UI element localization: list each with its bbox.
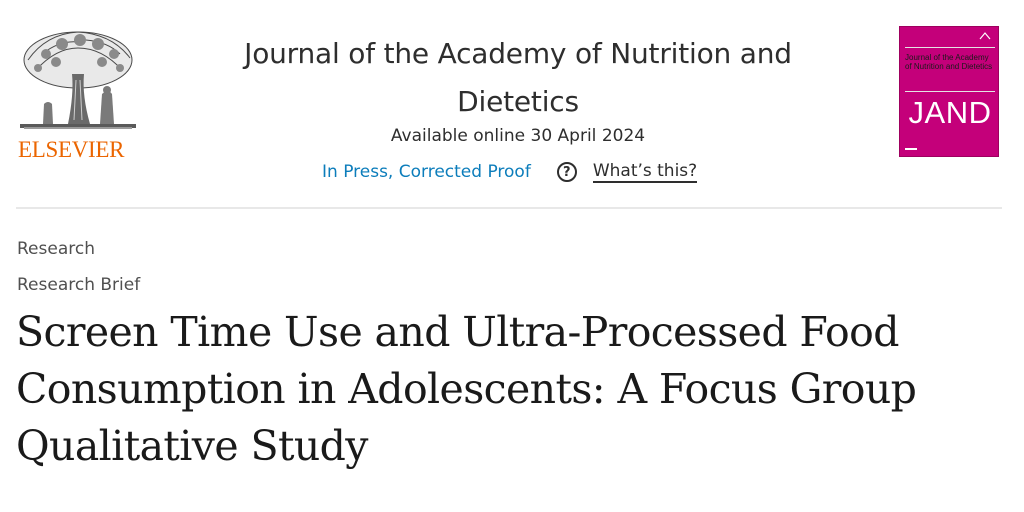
article-status-row: In Press, Corrected Proof ? What’s this?: [322, 158, 698, 186]
in-press-link[interactable]: In Press, Corrected Proof: [322, 162, 531, 182]
cover-abbreviation: JAND: [908, 95, 992, 130]
cover-rule-top: [905, 47, 995, 48]
question-mark-icon[interactable]: ?: [556, 162, 577, 182]
publisher-logo[interactable]: [16, 24, 140, 164]
cover-publisher-mark-icon: [979, 32, 991, 42]
cover-footer-mark: [905, 148, 917, 150]
whats-this-link[interactable]: What’s this?: [592, 161, 698, 183]
publisher-name: ELSEVIER: [18, 137, 125, 162]
cover-journal-title: Journal of the Academy of Nutrition and …: [905, 53, 993, 71]
available-online-date: Available online 30 April 2024: [390, 126, 646, 146]
cover-rule-mid: [905, 91, 995, 92]
journal-cover-thumbnail[interactable]: Journal of the Academy of Nutrition and …: [899, 26, 999, 157]
article-subcategory: Research Brief: [17, 275, 141, 295]
elsevier-tree-icon: [20, 31, 136, 129]
journal-title-link[interactable]: Journal of the Academy of Nutrition and …: [244, 37, 792, 118]
article-category: Research: [17, 239, 95, 259]
article-title: Screen Time Use and Ultra-Processed Food…: [16, 308, 917, 470]
header-divider: [16, 207, 1002, 209]
